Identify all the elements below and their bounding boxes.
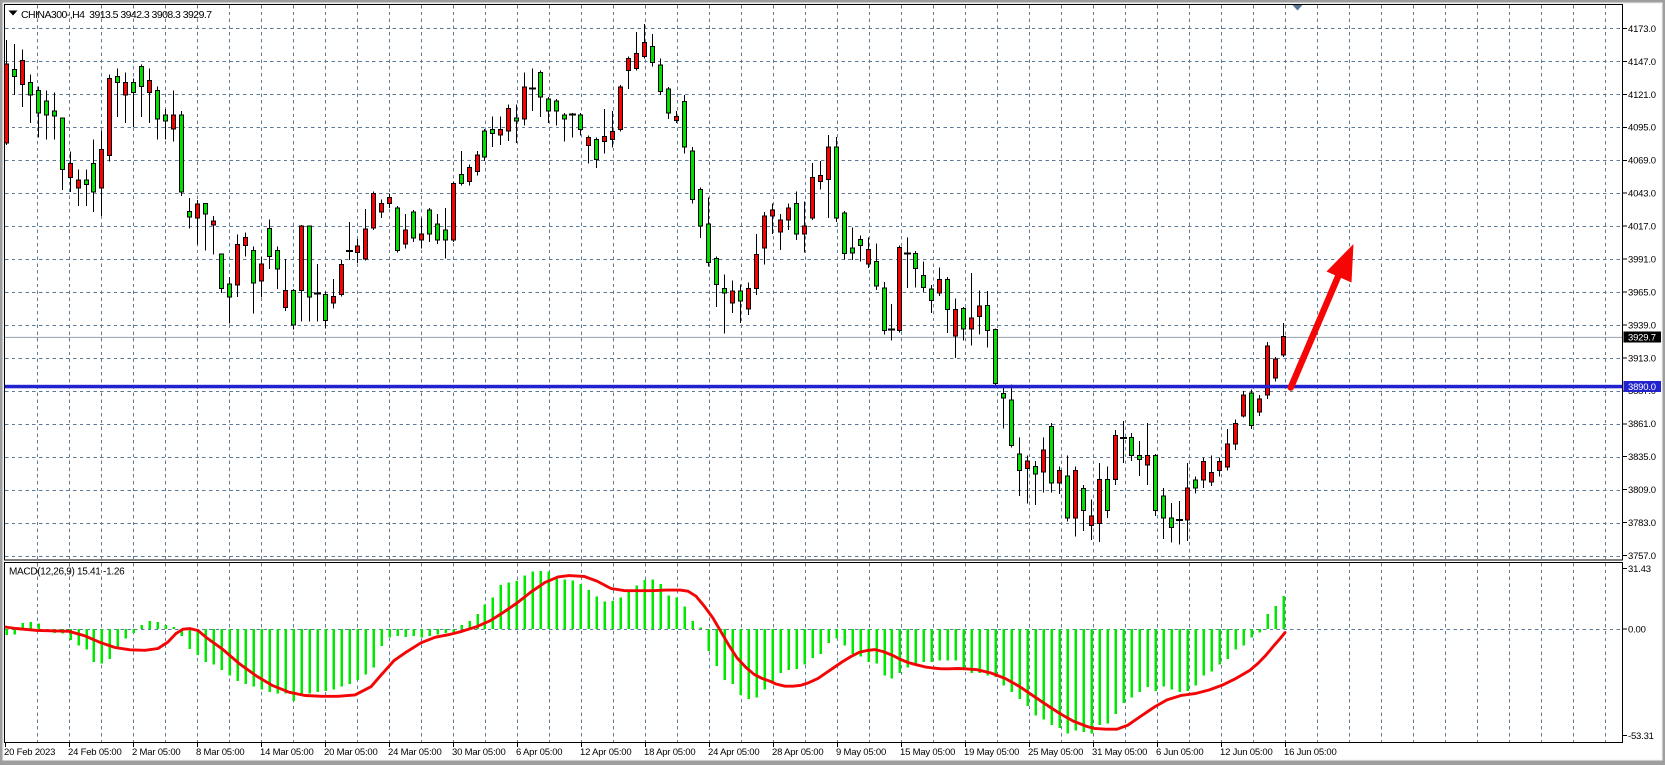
svg-text:3913.0: 3913.0 [1628,353,1656,364]
svg-text:3965.0: 3965.0 [1628,287,1656,298]
svg-text:4043.0: 4043.0 [1628,189,1656,200]
svg-text:18 Apr 05:00: 18 Apr 05:00 [644,747,695,758]
svg-text:3939.0: 3939.0 [1628,320,1656,331]
svg-text:0.00: 0.00 [1628,624,1646,635]
svg-text:14 Mar 05:00: 14 Mar 05:00 [260,747,314,758]
svg-text:6 Apr 05:00: 6 Apr 05:00 [516,747,562,758]
svg-text:28 Apr 05:00: 28 Apr 05:00 [772,747,823,758]
svg-text:4095.0: 4095.0 [1628,123,1656,134]
svg-text:3757.0: 3757.0 [1628,551,1656,562]
svg-text:24 Feb 05:00: 24 Feb 05:00 [68,747,122,758]
svg-text:8 Mar 05:00: 8 Mar 05:00 [196,747,245,758]
svg-text:20 Mar 05:00: 20 Mar 05:00 [324,747,378,758]
svg-text:CHINA300-,H4 3913.5 3942.3 39: CHINA300-,H4 3913.5 3942.3 3908.3 3929.7 [21,9,212,21]
svg-text:MACD(12,26,9) 15.41 -1.26: MACD(12,26,9) 15.41 -1.26 [9,567,125,578]
svg-text:3929.7: 3929.7 [1628,333,1656,344]
svg-text:30 Mar 05:00: 30 Mar 05:00 [452,747,506,758]
svg-text:6 Jun 05:00: 6 Jun 05:00 [1156,747,1203,758]
svg-text:20 Feb 2023: 20 Feb 2023 [4,747,55,758]
svg-text:4069.0: 4069.0 [1628,156,1656,167]
svg-text:3835.0: 3835.0 [1628,452,1656,463]
svg-text:4147.0: 4147.0 [1628,57,1656,68]
svg-text:15 May 05:00: 15 May 05:00 [900,747,955,758]
svg-text:9 May 05:00: 9 May 05:00 [836,747,886,758]
svg-text:-53.31: -53.31 [1628,731,1654,742]
svg-text:16 Jun 05:00: 16 Jun 05:00 [1284,747,1337,758]
svg-text:31 May 05:00: 31 May 05:00 [1092,747,1147,758]
svg-text:12 Apr 05:00: 12 Apr 05:00 [580,747,631,758]
svg-text:24 Mar 05:00: 24 Mar 05:00 [388,747,442,758]
svg-text:3809.0: 3809.0 [1628,485,1656,496]
svg-text:31.43: 31.43 [1628,564,1651,575]
svg-text:3861.0: 3861.0 [1628,419,1656,430]
svg-text:2 Mar 05:00: 2 Mar 05:00 [132,747,181,758]
svg-text:4017.0: 4017.0 [1628,222,1656,233]
svg-text:12 Jun 05:00: 12 Jun 05:00 [1220,747,1273,758]
svg-text:4173.0: 4173.0 [1628,24,1656,35]
svg-text:25 May 05:00: 25 May 05:00 [1028,747,1083,758]
svg-text:3890.0: 3890.0 [1628,382,1656,393]
svg-text:24 Apr 05:00: 24 Apr 05:00 [708,747,759,758]
svg-text:19 May 05:00: 19 May 05:00 [964,747,1019,758]
svg-text:4121.0: 4121.0 [1628,90,1656,101]
svg-text:3783.0: 3783.0 [1628,518,1656,529]
svg-text:3991.0: 3991.0 [1628,255,1656,266]
